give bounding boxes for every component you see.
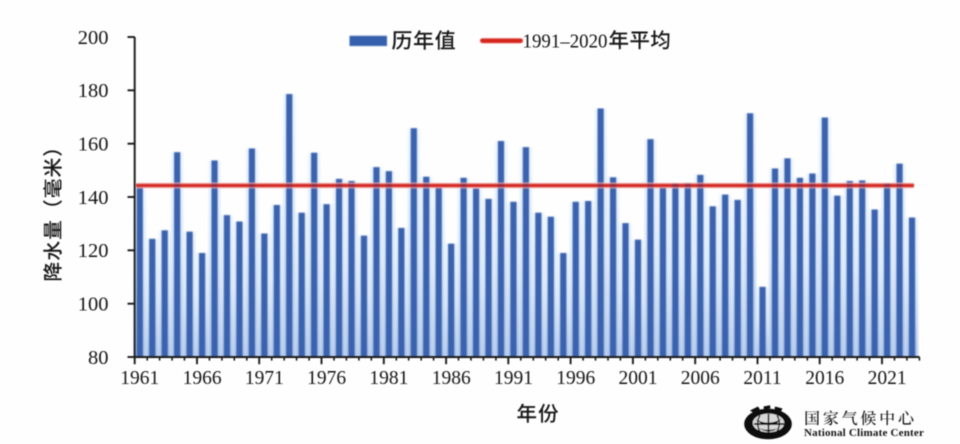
svg-text:1966: 1966 xyxy=(183,368,222,389)
svg-text:1996: 1996 xyxy=(556,368,595,389)
svg-text:100: 100 xyxy=(78,294,109,316)
svg-text:1981: 1981 xyxy=(369,368,408,389)
svg-text:2016: 2016 xyxy=(805,368,844,389)
svg-text:1991: 1991 xyxy=(494,368,533,389)
svg-text:120: 120 xyxy=(78,240,109,262)
svg-text:140: 140 xyxy=(78,187,109,209)
svg-text:2011: 2011 xyxy=(743,368,781,389)
svg-text:180: 180 xyxy=(78,80,109,102)
svg-text:2021: 2021 xyxy=(868,368,907,389)
svg-text:1991–2020: 1991–2020 xyxy=(523,31,608,53)
svg-text:1986: 1986 xyxy=(432,368,471,389)
svg-text:1971: 1971 xyxy=(245,368,284,389)
svg-text:200: 200 xyxy=(78,27,109,49)
svg-text:2006: 2006 xyxy=(681,368,720,389)
svg-text:2001: 2001 xyxy=(619,368,658,389)
svg-text:1961: 1961 xyxy=(120,368,159,389)
svg-text:National Climate Center: National Climate Center xyxy=(804,427,924,439)
svg-text:1976: 1976 xyxy=(307,368,346,389)
svg-text:80: 80 xyxy=(88,347,109,369)
svg-text:160: 160 xyxy=(78,134,109,156)
